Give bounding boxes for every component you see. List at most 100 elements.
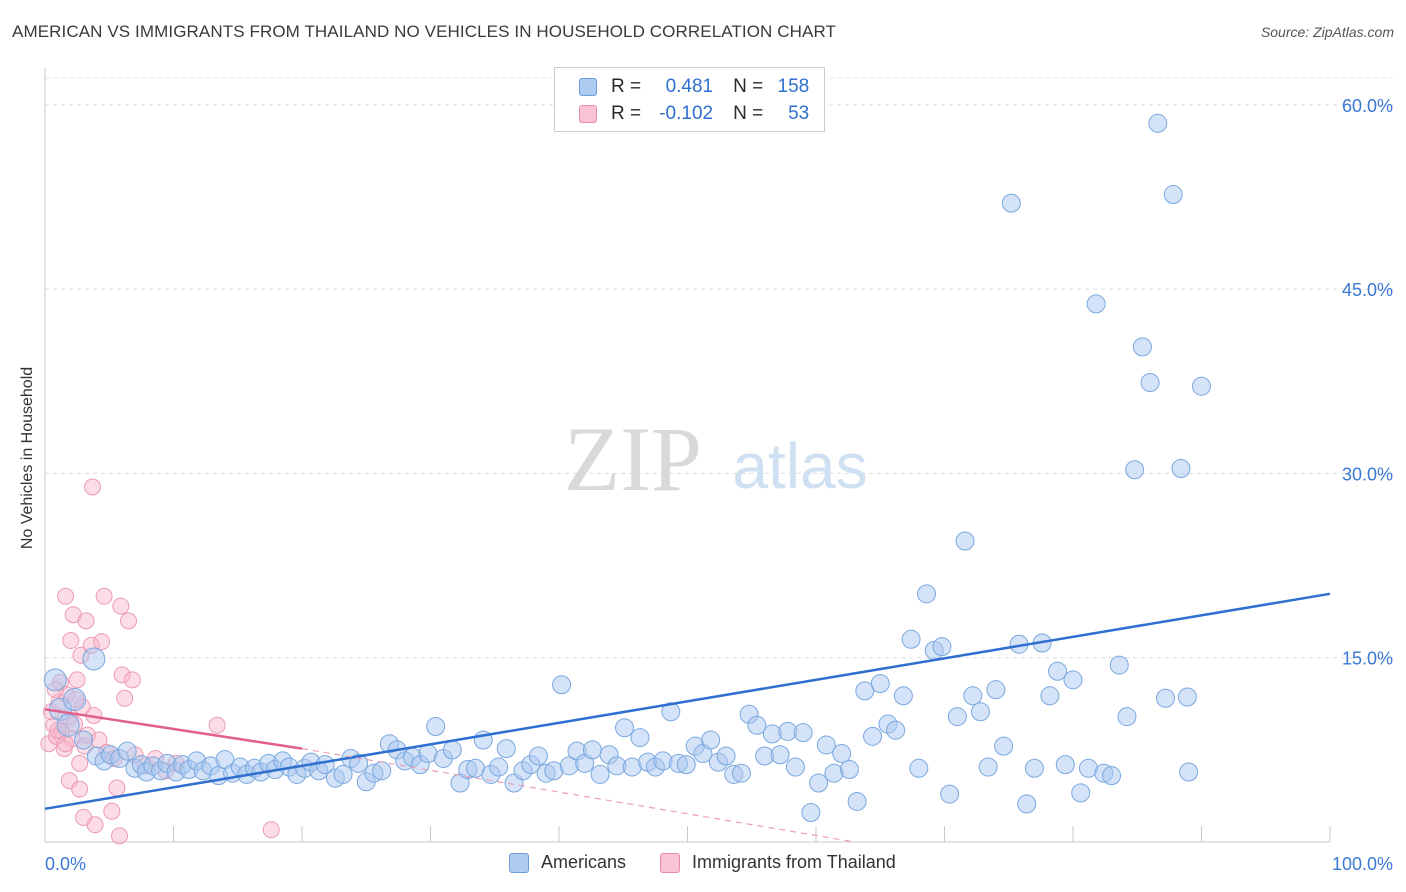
correlation-legend: R = 0.481 N = 158 R = -0.102 N = 53 xyxy=(554,67,825,132)
americans-point xyxy=(793,723,813,743)
americans-point xyxy=(1102,766,1122,786)
americans-point xyxy=(863,726,883,746)
americans-point xyxy=(963,686,983,706)
americans-point xyxy=(770,745,790,765)
americans-point xyxy=(801,803,821,823)
americans-point xyxy=(970,702,990,722)
americans-point xyxy=(552,675,572,695)
thailand-point xyxy=(120,612,138,630)
americans-legend-swatch-icon xyxy=(509,852,529,873)
americans-point xyxy=(426,717,446,737)
americans-point xyxy=(955,531,975,551)
thailand-trend-line xyxy=(44,708,303,750)
americans-point xyxy=(63,687,87,711)
americans-point xyxy=(1163,185,1183,205)
americans-trend-line xyxy=(44,592,1331,811)
americans-point xyxy=(1071,783,1091,803)
americans-point xyxy=(716,746,736,766)
trend-lines xyxy=(44,592,1331,843)
americans-point xyxy=(994,736,1014,756)
americans-point xyxy=(816,735,836,755)
thailand-point xyxy=(111,827,129,845)
americans-point xyxy=(909,758,929,778)
americans-swatch-icon xyxy=(579,78,597,96)
x-tick-label: 0.0% xyxy=(45,854,86,874)
watermark-zip: ZIP xyxy=(564,408,702,510)
thailand-point xyxy=(112,597,130,615)
chart-title: AMERICAN VS IMMIGRANTS FROM THAILAND NO … xyxy=(12,22,837,41)
thailand-point xyxy=(123,671,141,689)
americans-point xyxy=(1109,655,1129,675)
americans-point xyxy=(1117,707,1137,727)
legend-row-americans: R = 0.481 N = 158 xyxy=(579,75,809,99)
americans-point xyxy=(832,744,852,764)
thailand-point xyxy=(57,735,75,753)
americans-point xyxy=(940,784,960,804)
americans-point xyxy=(1192,376,1211,396)
thailand-legend-swatch-icon xyxy=(660,852,681,873)
americans-point xyxy=(82,647,106,671)
americans-point xyxy=(489,757,509,777)
legend-americans-label: Americans xyxy=(541,852,627,872)
americans-point xyxy=(1177,687,1197,707)
legend-row-thailand: R = -0.102 N = 53 xyxy=(579,102,809,126)
americans-point xyxy=(676,755,696,775)
americans-point xyxy=(496,739,516,759)
americans-point xyxy=(1040,686,1060,706)
americans-point xyxy=(117,741,137,761)
americans-point xyxy=(1171,459,1191,479)
legend-r-label: R = xyxy=(611,76,642,97)
americans-point xyxy=(847,791,867,811)
americans-point xyxy=(442,740,462,760)
axes xyxy=(44,68,1331,843)
americans-point xyxy=(701,730,721,750)
thailand-point xyxy=(103,802,121,820)
americans-point xyxy=(785,757,805,777)
americans-point xyxy=(886,720,906,740)
legend-item-thailand[interactable]: Immigrants from Thailand xyxy=(660,852,896,873)
thailand-point xyxy=(108,779,126,797)
americans-point xyxy=(809,773,829,793)
americans-point xyxy=(372,761,392,781)
americans-point xyxy=(917,584,937,604)
legend-n-value: 53 xyxy=(788,103,810,124)
legend-r-label: R = xyxy=(611,103,642,124)
thailand-point xyxy=(93,633,111,651)
tick-labels: 15.0% 30.0% 45.0% 60.0% 0.0% 100.0% xyxy=(45,96,1393,874)
series-legend: Americans Immigrants from Thailand xyxy=(509,852,930,873)
watermark-atlas: atlas xyxy=(732,430,867,502)
americans-point xyxy=(1024,758,1044,778)
legend-r-value: -0.102 xyxy=(659,103,714,124)
americans-point xyxy=(1148,113,1168,133)
source-label: Source: ZipAtlas.com xyxy=(1260,24,1394,40)
thailand-swatch-icon xyxy=(579,105,597,123)
y-tick-label: 45.0% xyxy=(1342,280,1393,300)
americans-point xyxy=(1156,688,1176,708)
americans-point xyxy=(932,637,952,657)
americans-point xyxy=(1125,460,1145,480)
thailand-point xyxy=(84,478,102,496)
legend-n-label: N = xyxy=(733,103,764,124)
americans-point xyxy=(747,715,767,735)
americans-point xyxy=(1086,294,1106,314)
legend-thailand-label: Immigrants from Thailand xyxy=(692,852,896,872)
americans-point xyxy=(1179,762,1199,782)
legend-n-value: 158 xyxy=(777,76,810,97)
y-tick-label: 15.0% xyxy=(1342,649,1393,669)
americans-point xyxy=(349,753,369,773)
americans-point xyxy=(839,760,859,780)
americans-point xyxy=(615,718,635,738)
americans-point xyxy=(1055,755,1075,775)
americans-point xyxy=(1048,661,1068,681)
americans-point xyxy=(590,764,610,784)
legend-item-americans[interactable]: Americans xyxy=(509,852,626,873)
americans-point xyxy=(893,686,913,706)
thailand-point xyxy=(62,632,80,650)
americans-point xyxy=(1140,373,1160,393)
americans-point xyxy=(1001,193,1021,213)
thailand-point xyxy=(95,587,113,605)
americans-point xyxy=(528,746,548,766)
thailand-trend-extension xyxy=(301,748,855,843)
thailand-point xyxy=(77,612,95,630)
